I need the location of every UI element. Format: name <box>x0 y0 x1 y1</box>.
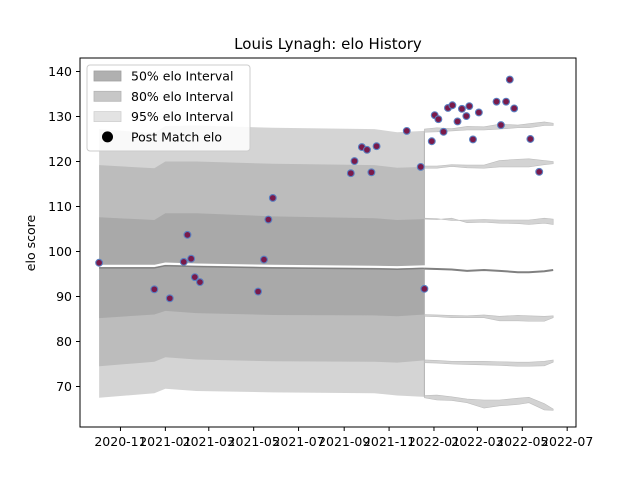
post-match-point-9 <box>254 287 263 296</box>
legend-label-4: Post Match elo <box>131 129 222 144</box>
post-match-point-29 <box>457 104 466 113</box>
post-match-point-14 <box>350 157 359 166</box>
post-match-point-35 <box>496 121 505 130</box>
forecast-95-lower <box>424 394 554 411</box>
post-match-point-34 <box>492 97 501 106</box>
forecast-50-lower <box>424 314 554 322</box>
post-match-point-31 <box>465 102 474 111</box>
post-match-point-5 <box>183 230 192 239</box>
x-tick-label: 2022-07 <box>541 434 593 449</box>
post-match-point-20 <box>416 162 425 171</box>
legend-marker-post-match <box>102 131 113 143</box>
post-match-point-10 <box>260 255 268 264</box>
post-match-point-16 <box>363 145 371 154</box>
x-tick-label: 2022-01 <box>408 434 460 449</box>
post-match-point-36 <box>502 97 511 106</box>
post-match-point-28 <box>453 117 462 126</box>
x-axis-ticks: 2020-112021-012021-032021-052021-072021-… <box>94 427 593 449</box>
x-tick-label: 2021-03 <box>183 434 235 449</box>
post-match-point-3 <box>165 294 174 303</box>
x-tick-label: 2021-05 <box>228 434 280 449</box>
forecast-80-upper <box>424 158 554 169</box>
post-match-point-30 <box>462 112 471 121</box>
axes-frame <box>79 57 577 428</box>
post-match-point-12 <box>268 194 277 202</box>
forecast-mean-line <box>424 267 554 274</box>
post-match-point-1 <box>95 258 104 267</box>
forecast-80-lower <box>424 359 554 367</box>
legend-label-2: 80% elo Interval <box>131 89 233 104</box>
x-tick-label: 2020-11 <box>94 434 146 449</box>
post-match-point-17 <box>367 168 376 177</box>
post-match-points <box>95 75 544 303</box>
post-match-point-7 <box>190 273 199 282</box>
post-match-point-25 <box>439 127 448 136</box>
legend-label-1: 50% elo Interval <box>131 69 233 84</box>
post-match-point-40 <box>535 167 544 176</box>
legend: 50% elo Interval 80% elo Interval 95% elo … <box>86 64 251 152</box>
post-match-point-39 <box>526 135 535 143</box>
y-tick-label: 70 <box>56 379 72 394</box>
post-match-point-18 <box>372 142 381 151</box>
post-match-point-37 <box>505 75 514 84</box>
history-mean-line <box>99 262 426 269</box>
y-tick-label: 90 <box>56 289 72 304</box>
y-tick-label: 120 <box>48 154 72 169</box>
post-match-point-24 <box>434 115 443 124</box>
y-tick-label: 80 <box>56 334 72 349</box>
post-match-point-13 <box>346 169 355 178</box>
y-tick-label: 100 <box>48 244 72 259</box>
forecast-95-upper <box>424 121 554 133</box>
post-match-point-4 <box>179 257 188 266</box>
x-tick-label: 2021-01 <box>139 434 191 449</box>
axes-border <box>79 57 577 428</box>
chart-title: Louis Lynagh: elo History <box>234 35 422 53</box>
x-tick-label: 2021-07 <box>272 434 324 449</box>
post-match-point-27 <box>448 101 457 110</box>
forecast-50-upper <box>424 217 554 225</box>
post-match-point-32 <box>469 135 477 144</box>
post-match-point-11 <box>264 215 273 224</box>
post-match-point-6 <box>187 254 196 263</box>
post-match-point-19 <box>402 126 411 135</box>
y-axis-label: elo score <box>23 215 38 272</box>
y-tick-label: 130 <box>48 109 72 124</box>
x-tick-label: 2022-03 <box>451 434 503 449</box>
legend-swatch-3 <box>93 111 122 122</box>
post-match-point-8 <box>196 278 204 287</box>
history-mean-shadow <box>99 264 425 270</box>
post-match-point-38 <box>510 104 519 113</box>
post-match-point-2 <box>150 285 159 294</box>
x-tick-label: 2022-05 <box>496 434 548 449</box>
legend-label-3: 95% elo Interval <box>131 109 233 124</box>
x-tick-label: 2021-11 <box>363 434 415 449</box>
y-tick-label: 140 <box>48 64 72 79</box>
y-axis-ticks: 70 80 90 100 110 120 130 140 <box>48 64 80 394</box>
legend-box <box>86 64 251 152</box>
mean-lines <box>99 262 554 274</box>
x-tick-label: 2021-09 <box>318 434 370 449</box>
legend-swatch-1 <box>93 70 122 82</box>
legend-swatch-2 <box>93 90 122 102</box>
post-match-point-33 <box>474 108 483 117</box>
post-match-point-21 <box>420 284 429 293</box>
y-tick-label: 110 <box>48 199 72 214</box>
post-match-point-22 <box>427 137 436 146</box>
